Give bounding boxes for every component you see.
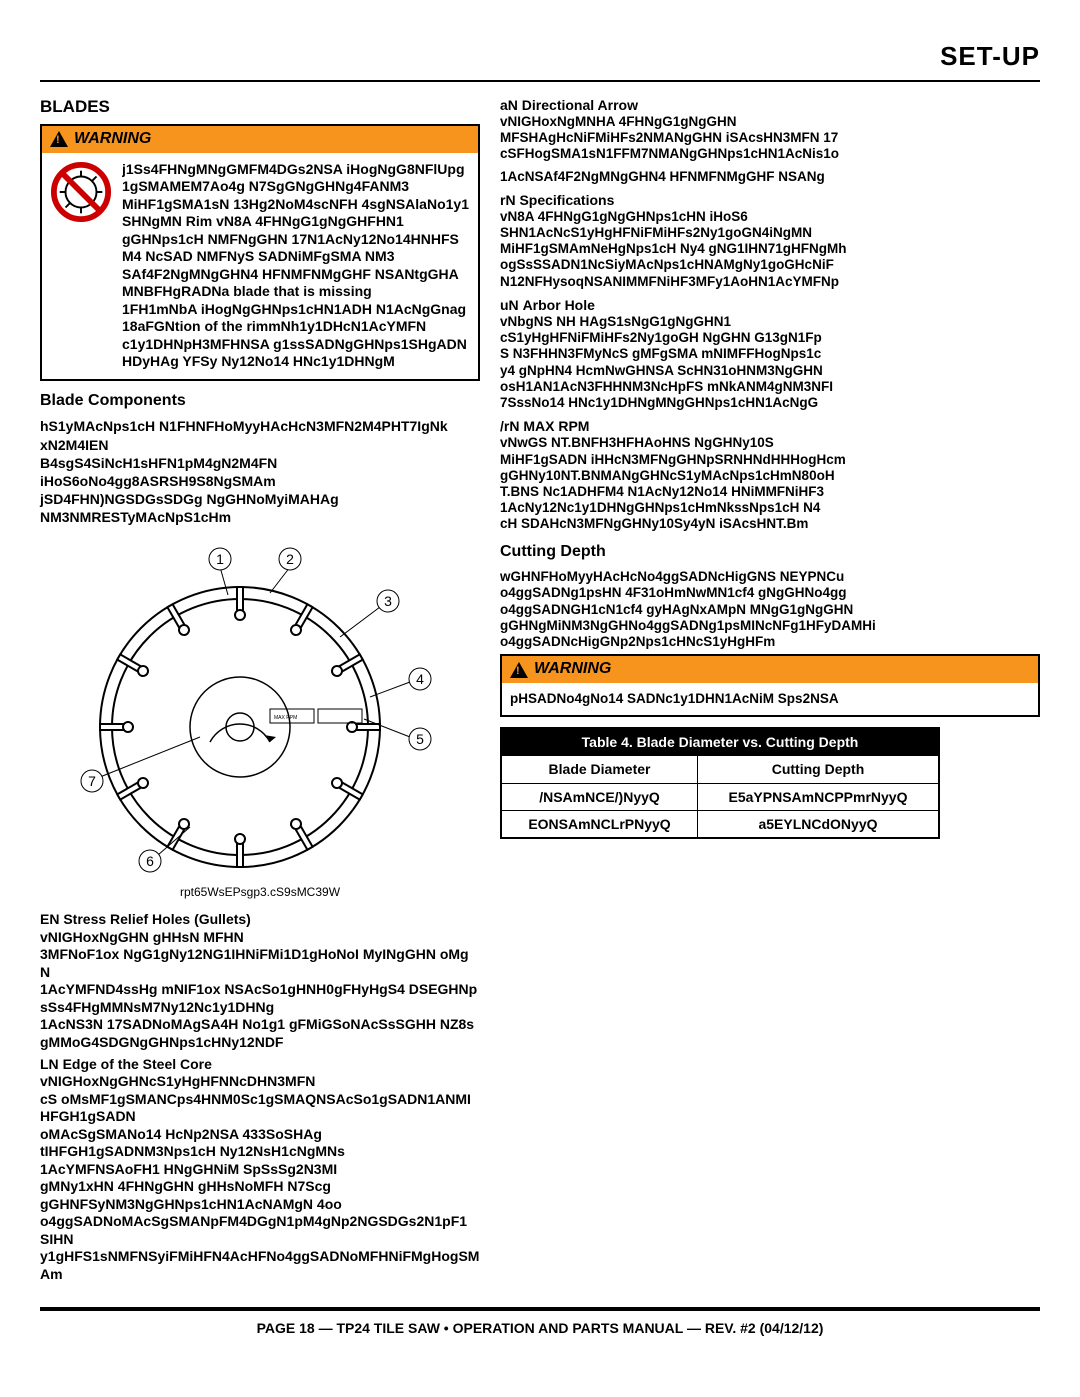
item-specifications: rN Specifications vN8A 4FHNgG1gNgGHNps1c… [500, 191, 1040, 290]
warning-triangle-icon [50, 131, 68, 147]
item-lead: /rN [500, 418, 519, 434]
warning-header: WARNING [42, 126, 478, 153]
item-lead: rN [500, 192, 516, 208]
svg-text:7: 7 [88, 773, 96, 789]
item-label: MAX RPM [523, 418, 589, 434]
table-cell: EONSAmNCLrPNyyQ [501, 810, 698, 838]
svg-text:MAX RPM: MAX RPM [274, 715, 297, 721]
item-text: vNIGHoxNgGHNcS1yHgHFNNcDHN3MFN cS oMsMF1… [40, 1073, 480, 1283]
right-filler: 1AcNSAf4F2NgMNgGHN4 HFNMFNMgGHF NSANg [500, 169, 1040, 185]
item-label: Stress Relief Holes (Gullets) [63, 911, 251, 927]
table-cell: /NSAmNCE/)NyyQ [501, 783, 698, 810]
item-edge-core: LN Edge of the Steel Core vNIGHoxNgGHNcS… [40, 1055, 480, 1283]
warning2-text: pHSADNo4gNo14 SADNc1y1DHN1AcNiM Sps2NSA [510, 691, 839, 707]
item-arbor-hole: uN Arbor Hole vNbgNS NH HAgS1sNgG1gNgGHN… [500, 296, 1040, 411]
svg-text:5: 5 [416, 731, 424, 747]
item-lead: LN [40, 1056, 59, 1072]
item-text: vNwGS NT.BNFH3HFHAoHNS NgGHNy10S MiHF1gS… [500, 435, 1040, 532]
svg-text:6: 6 [146, 853, 154, 869]
table-row: /NSAmNCE/)NyyQ E5aYPNSAmNCPPmrNyyQ [501, 783, 939, 810]
svg-text:4: 4 [416, 671, 424, 687]
svg-text:1: 1 [216, 551, 224, 567]
prohibit-blade-icon [50, 161, 112, 223]
item-lead: EN [40, 911, 59, 927]
warning-triangle-icon [510, 662, 528, 678]
page-footer: PAGE 18 — TP24 TILE SAW • OPERATION AND … [40, 1307, 1040, 1337]
table-cell: E5aYPNSAmNCPPmrNyyQ [698, 783, 940, 810]
page-title: SET-UP [40, 40, 1040, 74]
item-directional-arrow: aN Directional Arrow vNIGHoxNgMNHA 4FHNg… [500, 96, 1040, 163]
components-intro: hS1yMAcNps1cH N1FHNFHoMyyHAcHcN3MFN2M4PH… [40, 417, 480, 526]
item-text: vN8A 4FHNgG1gNgGHNps1cHN iHoS6 SHN1AcNcS… [500, 209, 1040, 290]
item-text: vNbgNS NH HAgS1sNgG1gNgGHN1 cS1yHgHFNiFM… [500, 314, 1040, 411]
item-gullets: EN Stress Relief Holes (Gullets) vNIGHox… [40, 910, 480, 1051]
svg-text:2: 2 [286, 551, 294, 567]
blade-diagram: MAX RPM 1 2 3 4 5 [40, 537, 480, 901]
item-label: Specifications [519, 192, 614, 208]
warning-box-2: WARNING pHSADNo4gNo14 SADNc1y1DHN1AcNiM … [500, 654, 1040, 717]
table-row: EONSAmNCLrPNyyQ a5EYLNCdONyyQ [501, 810, 939, 838]
table-h2: Cutting Depth [698, 756, 940, 783]
blades-heading: BLADES [40, 96, 480, 118]
item-lead: uN [500, 297, 519, 313]
warning-label-2: WARNING [534, 659, 611, 680]
item-lead: aN [500, 97, 518, 113]
warning-label: WARNING [74, 129, 151, 150]
item-text: vNIGHoxNgGHN gHHsN MFHN 3MFNoF1ox NgG1gN… [40, 929, 480, 1052]
table-cell: a5EYLNCdONyyQ [698, 810, 940, 838]
cutting-depth-heading: Cutting Depth [500, 542, 1040, 563]
cutting-depth-text: wGHNFHoMyyHAcHcNo4ggSADNcHigGNS NEYPNCu … [500, 569, 1040, 650]
item-label: Directional Arrow [522, 97, 638, 113]
top-rule [40, 80, 1040, 82]
table-title: Table 4. Blade Diameter vs. Cutting Dept… [501, 728, 939, 756]
warning-header-2: WARNING [502, 656, 1038, 683]
diagram-caption: rpt65WsEPsgp3.cS9sMC39W [40, 885, 480, 901]
item-label: Edge of the Steel Core [63, 1056, 212, 1072]
item-text: vNIGHoxNgMNHA 4FHNgG1gNgGHN MFSHAgHcNiFM… [500, 114, 1040, 163]
blade-table: Table 4. Blade Diameter vs. Cutting Dept… [500, 727, 940, 839]
components-heading: Blade Components [40, 391, 480, 412]
item-label: Arbor Hole [523, 297, 595, 313]
svg-text:3: 3 [384, 593, 392, 609]
table-h1: Blade Diameter [501, 756, 698, 783]
item-max-rpm: /rN MAX RPM vNwGS NT.BNFH3HFHAoHNS NgGHN… [500, 417, 1040, 532]
warning-text: j1Ss4FHNgMNgGMFM4DGs2NSA iHogNgG8NFlUpg1… [122, 161, 470, 371]
warning-box-1: WARNING [40, 124, 480, 381]
